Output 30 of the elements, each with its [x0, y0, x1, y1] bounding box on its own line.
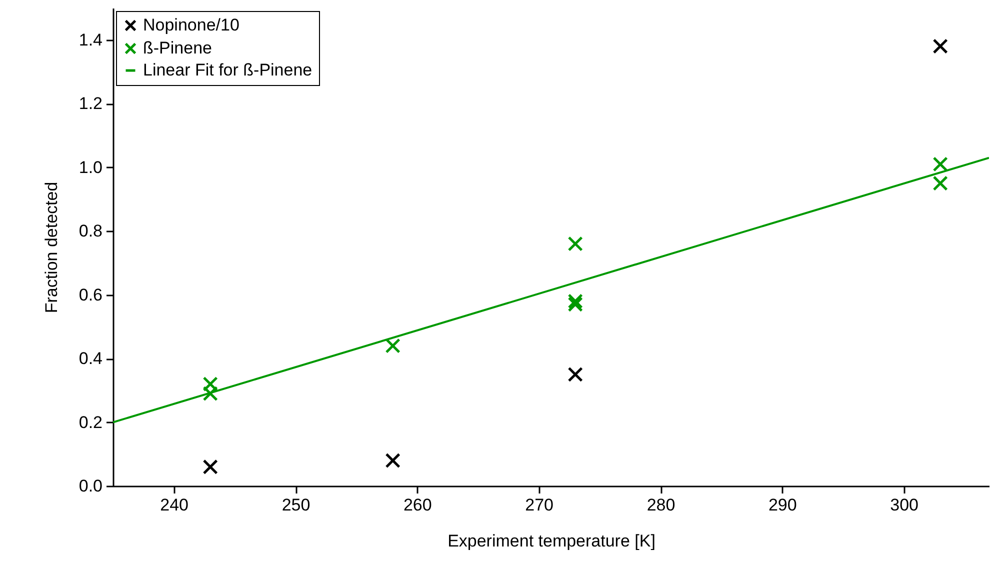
y-tick-label: 0.2 [78, 412, 102, 432]
point [385, 338, 400, 354]
x-tick-label: 260 [403, 496, 432, 514]
x-axis-title: Experiment temperature [K] [448, 532, 656, 550]
y-tick-label: 1.2 [78, 94, 102, 114]
legend-label: ß-Pinene [143, 38, 212, 58]
legend-label: Linear Fit for ß-Pinene [143, 60, 312, 80]
point [568, 236, 583, 252]
legend-label: Nopinone/10 [143, 16, 240, 34]
point [568, 366, 583, 382]
point [932, 38, 948, 54]
y-tick-label: 0.8 [78, 222, 102, 241]
x-tick-label: 290 [768, 496, 797, 514]
x-tick-label: 240 [160, 496, 189, 514]
y-tick-label: 0.4 [78, 349, 102, 368]
point [568, 294, 583, 309]
point [385, 452, 400, 468]
y-axis-title: Fraction detected [42, 182, 61, 314]
y-tick-label: 0.0 [78, 476, 102, 496]
x-tick-label: 250 [282, 496, 310, 514]
y-tick-label: 1.4 [78, 30, 102, 50]
point [568, 296, 583, 312]
x-tick-label: 270 [525, 496, 554, 514]
point [932, 156, 948, 172]
point [202, 459, 218, 474]
y-tick-label: 0.6 [78, 285, 102, 304]
x-tick-label: 280 [646, 496, 676, 514]
point [932, 176, 948, 191]
x-tick-label: 300 [890, 496, 919, 514]
y-tick-label: 1.0 [78, 158, 102, 177]
